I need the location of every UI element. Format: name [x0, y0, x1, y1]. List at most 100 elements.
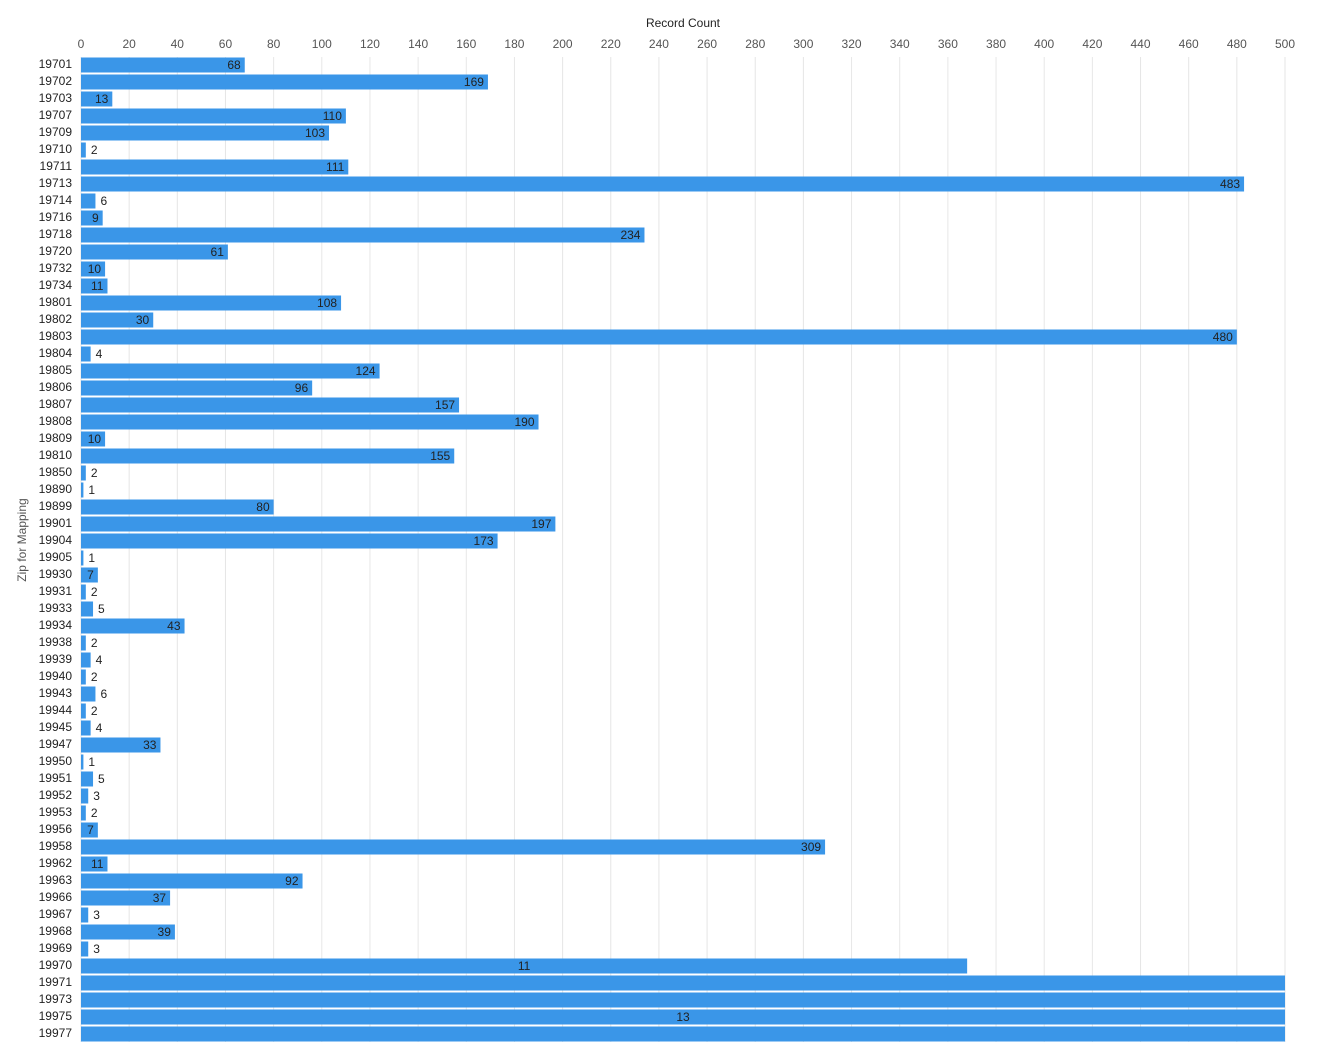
- x-tick-label: 400: [1034, 37, 1054, 51]
- data-label: 2: [91, 585, 98, 599]
- data-label: 3: [93, 908, 100, 922]
- y-tick-label: 19952: [39, 788, 73, 802]
- y-tick-label: 19977: [39, 1026, 73, 1040]
- bar: [81, 210, 103, 226]
- y-tick-label: 19931: [39, 584, 73, 598]
- y-tick-label: 19971: [39, 975, 73, 989]
- y-tick-label: 19940: [39, 669, 73, 683]
- y-tick-label: 19933: [39, 601, 73, 615]
- data-label: 7: [87, 823, 94, 837]
- bar: [81, 465, 86, 481]
- y-tick-label: 19711: [40, 159, 73, 173]
- bar: [81, 533, 498, 549]
- y-tick-label: 19938: [39, 635, 73, 649]
- data-label: 43: [167, 619, 181, 633]
- bar: [81, 992, 1285, 1008]
- bar: [81, 839, 826, 855]
- y-tick-label: 19718: [39, 227, 73, 241]
- bar: [81, 567, 98, 583]
- bar: [81, 635, 86, 651]
- y-tick-label: 19905: [39, 550, 73, 564]
- x-tick-label: 320: [842, 37, 862, 51]
- x-tick-label: 40: [171, 37, 185, 51]
- data-label: 11: [91, 279, 104, 293]
- bar: [81, 431, 106, 447]
- y-tick-label: 19969: [39, 941, 73, 955]
- y-tick-label: 19951: [39, 771, 73, 785]
- data-label: 30: [136, 313, 150, 327]
- bar: [81, 363, 380, 379]
- x-tick-label: 120: [360, 37, 380, 51]
- data-label: 234: [620, 228, 640, 242]
- bar: [81, 57, 245, 73]
- bar: [81, 499, 274, 515]
- y-tick-label: 19802: [39, 312, 73, 326]
- bar: [81, 516, 556, 532]
- data-label: 111: [326, 160, 345, 174]
- bar: [81, 397, 460, 413]
- data-label: 9: [92, 211, 99, 225]
- y-tick-label: 19956: [39, 822, 73, 836]
- y-tick-label: 19701: [39, 57, 73, 71]
- x-tick-label: 500: [1275, 37, 1295, 51]
- y-tick-label: 19702: [39, 74, 73, 88]
- x-tick-label: 60: [219, 37, 233, 51]
- bar: [81, 754, 84, 770]
- data-label: 6: [100, 687, 107, 701]
- data-label: 1: [88, 551, 95, 565]
- y-tick-label: 19945: [39, 720, 73, 734]
- data-label: 2: [91, 636, 98, 650]
- data-label: 190: [514, 415, 534, 429]
- y-tick-label: 19710: [39, 142, 73, 156]
- bar: [81, 312, 154, 328]
- data-label: 103: [305, 126, 325, 140]
- y-tick-label: 19805: [39, 363, 73, 377]
- y-tick-label: 19970: [39, 958, 73, 972]
- y-tick-label: 19714: [39, 193, 73, 207]
- x-tick-label: 0: [78, 37, 85, 51]
- data-label: 2: [91, 670, 98, 684]
- x-tick-label: 480: [1227, 37, 1247, 51]
- bar: [81, 737, 161, 753]
- bar: [81, 108, 346, 124]
- y-tick-label: 19703: [39, 91, 73, 105]
- y-tick-label: 19975: [39, 1009, 73, 1023]
- x-tick-label: 420: [1082, 37, 1102, 51]
- bar: [81, 788, 89, 804]
- x-tick-label: 340: [890, 37, 910, 51]
- y-axis-title: Zip for Mapping: [15, 498, 29, 581]
- data-label: 11: [91, 857, 104, 871]
- data-label: 155: [430, 449, 450, 463]
- x-tick-label: 160: [456, 37, 476, 51]
- bar: [81, 907, 89, 923]
- data-label: 5: [98, 772, 105, 786]
- x-tick-label: 360: [938, 37, 958, 51]
- bar: [81, 822, 98, 838]
- bar: [81, 771, 94, 787]
- data-label: 10: [88, 432, 102, 446]
- y-tick-label: 19944: [39, 703, 73, 717]
- y-tick-label: 19958: [39, 839, 73, 853]
- y-tick-label: 19804: [39, 346, 73, 360]
- data-label: 2: [91, 143, 98, 157]
- data-label: 80: [256, 500, 270, 514]
- y-tick-label: 19973: [39, 992, 73, 1006]
- x-tick-label: 380: [986, 37, 1006, 51]
- data-label: 7: [87, 568, 94, 582]
- bar: [81, 873, 303, 889]
- bar: [81, 176, 1245, 192]
- y-tick-label: 19963: [39, 873, 73, 887]
- bar: [81, 142, 86, 158]
- bar: [81, 74, 488, 90]
- y-tick-label: 19943: [39, 686, 73, 700]
- bar: [81, 380, 313, 396]
- y-tick-label: 19720: [39, 244, 73, 258]
- bar: [81, 414, 539, 430]
- bar: [81, 720, 91, 736]
- y-tick-label: 19950: [39, 754, 73, 768]
- bar: [81, 295, 342, 311]
- y-tick-label: 19904: [39, 533, 73, 547]
- data-label: 1: [88, 755, 95, 769]
- bar: [81, 278, 108, 294]
